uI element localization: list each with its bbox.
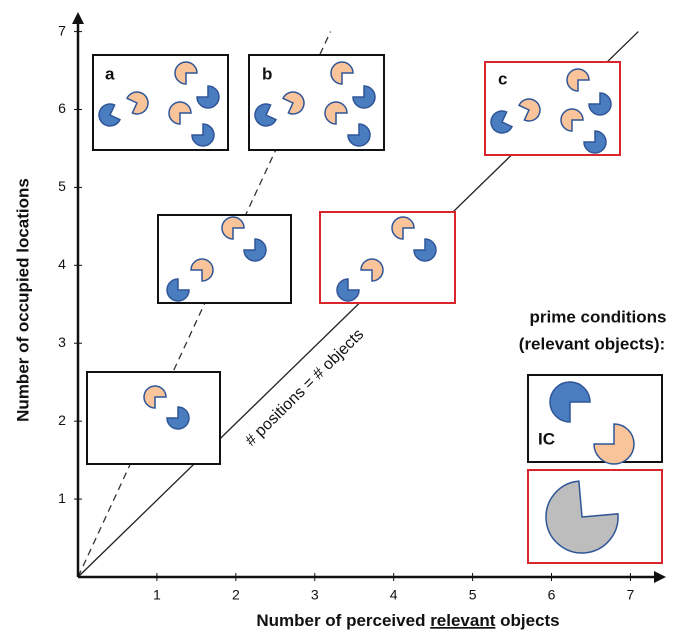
pacman xyxy=(196,85,220,109)
pacman xyxy=(391,216,415,240)
y-tick-label: 3 xyxy=(58,334,66,350)
pacman xyxy=(168,101,192,125)
x-tick-label: 2 xyxy=(232,587,240,603)
label-a: a xyxy=(105,64,115,83)
pacman xyxy=(324,101,348,125)
pacman xyxy=(347,123,371,147)
pacman xyxy=(490,110,513,134)
pacman xyxy=(190,258,214,282)
pacman xyxy=(413,238,437,262)
prime-subtitle: (relevant objects): xyxy=(519,334,665,353)
y-tick-label: 7 xyxy=(58,22,66,38)
pacman xyxy=(336,278,360,302)
pacman xyxy=(166,406,190,430)
y-tick-label: 4 xyxy=(58,256,66,272)
x-label-part: Number of perceived xyxy=(256,611,425,630)
pacman xyxy=(588,92,612,116)
y-tick-label: 2 xyxy=(58,412,66,428)
x-arrow xyxy=(654,571,666,583)
y-axis-label: Number of occupied locations xyxy=(13,178,32,422)
pacman xyxy=(98,103,121,127)
pacman xyxy=(221,216,245,240)
pacman xyxy=(593,423,635,465)
pacman xyxy=(282,91,305,115)
x-tick-label: 4 xyxy=(390,587,398,603)
identity-label: # positions = # objects xyxy=(242,326,367,450)
prime-title: prime conditions xyxy=(530,307,667,326)
pacman xyxy=(518,98,541,122)
pacman xyxy=(143,385,167,409)
label-c: c xyxy=(498,69,507,88)
pacman xyxy=(191,123,215,147)
pacman xyxy=(583,130,607,154)
pacman xyxy=(243,238,267,262)
pacman xyxy=(126,91,149,115)
pacman xyxy=(360,258,384,282)
x-tick-label: 7 xyxy=(627,587,635,603)
x-label-part: objects xyxy=(500,611,560,630)
pacman xyxy=(166,278,190,302)
pacman xyxy=(352,85,376,109)
pacman xyxy=(549,381,591,423)
pacman xyxy=(254,103,277,127)
x-label-part: relevant xyxy=(430,611,496,630)
y-tick-label: 6 xyxy=(58,100,66,116)
x-axis-label: Number of perceived relevant objects xyxy=(256,611,559,630)
x-tick-label: 1 xyxy=(153,587,161,603)
x-tick-label: 6 xyxy=(548,587,556,603)
ic-label: IC xyxy=(538,429,555,448)
pacman xyxy=(566,68,590,92)
x-tick-label: 5 xyxy=(469,587,477,603)
x-tick-label: 3 xyxy=(311,587,319,603)
y-tick-label: 1 xyxy=(58,490,66,506)
y-arrow xyxy=(72,12,84,24)
label-b: b xyxy=(262,64,272,83)
pacman xyxy=(560,108,584,132)
y-tick-label: 5 xyxy=(58,178,66,194)
pacman xyxy=(330,61,354,85)
series-line xyxy=(77,31,332,578)
pacman xyxy=(545,480,619,554)
pacman xyxy=(174,61,198,85)
